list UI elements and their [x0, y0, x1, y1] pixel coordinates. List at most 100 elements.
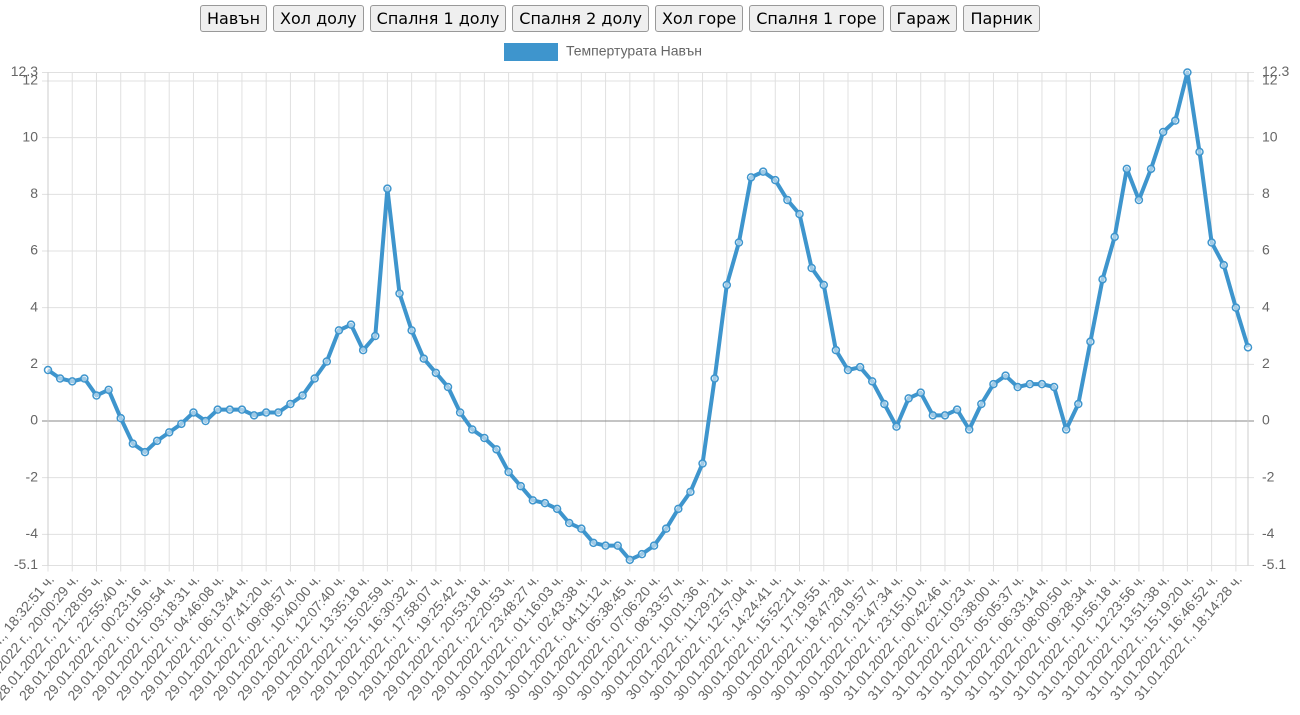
- y-tick-label: 6: [30, 242, 38, 258]
- data-point: [419, 354, 429, 363]
- y2-tick-label: 8: [1262, 185, 1270, 201]
- data-point: [1183, 68, 1192, 77]
- data-point: [661, 524, 671, 533]
- y-tick-label: 4: [30, 298, 38, 314]
- data-point: [189, 408, 198, 417]
- data-point: [1098, 275, 1107, 284]
- data-point: [1086, 337, 1095, 346]
- data-point: [977, 399, 986, 409]
- data-point: [261, 408, 271, 417]
- data-point: [237, 405, 247, 414]
- y-tick-label: -5.1: [14, 556, 38, 572]
- data-point: [201, 416, 210, 426]
- data-point: [1074, 399, 1083, 409]
- sensor-button[interactable]: Навън: [200, 5, 268, 32]
- data-point: [686, 487, 695, 497]
- data-point: [286, 399, 295, 409]
- data-point: [140, 447, 150, 457]
- y-tick-label: 0: [30, 412, 38, 428]
- data-point: [322, 357, 332, 366]
- data-point: [528, 496, 538, 505]
- data-point: [625, 555, 635, 565]
- y2-tick-label: 2: [1262, 355, 1270, 371]
- y2-tick-label: 6: [1262, 242, 1270, 258]
- y-tick-label: 10: [22, 128, 38, 144]
- data-point: [1025, 379, 1035, 389]
- y2-tick-label: 12: [1262, 72, 1278, 88]
- y-tick-label: -4: [26, 525, 39, 541]
- sensor-button[interactable]: Хол горе: [654, 5, 744, 32]
- data-point: [152, 436, 162, 446]
- data-point: [1049, 382, 1059, 392]
- data-point: [225, 405, 235, 414]
- y2-tick-label: -2: [1262, 468, 1275, 484]
- series-line: [46, 70, 1250, 562]
- data-point: [298, 391, 307, 400]
- sensor-button[interactable]: Гараж: [889, 5, 958, 32]
- data-point: [177, 419, 186, 429]
- data-point: [55, 374, 65, 383]
- y-tick-label: 12.3: [11, 63, 38, 79]
- data-point: [819, 280, 829, 290]
- data-point: [892, 422, 901, 431]
- y2-tick-label: -4: [1262, 525, 1275, 541]
- data-point: [310, 374, 319, 383]
- sensor-button[interactable]: Спалня 1 горе: [749, 5, 884, 32]
- data-point: [746, 173, 756, 182]
- data-point: [213, 405, 222, 414]
- sensor-button[interactable]: Хол долу: [273, 5, 364, 32]
- y2-tick-label: -5.1: [1262, 556, 1286, 572]
- data-point: [455, 408, 465, 417]
- data-point: [1110, 232, 1119, 242]
- data-point: [1171, 116, 1180, 125]
- data-point: [67, 377, 77, 386]
- data-point: [964, 425, 974, 434]
- data-point: [867, 377, 877, 386]
- data-point: [492, 445, 501, 454]
- data-point: [855, 362, 865, 372]
- data-point: [249, 411, 259, 420]
- legend-swatch: [504, 43, 558, 61]
- data-point: [92, 391, 101, 400]
- data-point: [164, 428, 174, 437]
- data-point: [431, 368, 441, 378]
- data-point: [674, 504, 683, 514]
- data-point: [807, 263, 816, 273]
- data-point: [358, 345, 368, 355]
- y2-tick-label: 4: [1262, 298, 1270, 314]
- data-point: [758, 167, 768, 176]
- data-point: [1231, 303, 1241, 312]
- button-bar: Навън Хол долу Спалня 1 долу Спалня 2 долу Х…: [200, 5, 1040, 32]
- sensor-button[interactable]: Парник: [963, 5, 1040, 32]
- data-point: [1243, 343, 1253, 352]
- data-point: [722, 280, 732, 290]
- data-point: [783, 195, 792, 205]
- data-point: [116, 413, 125, 423]
- data-point: [916, 388, 925, 397]
- data-point: [1207, 238, 1216, 247]
- data-point: [504, 467, 513, 477]
- data-point: [80, 374, 89, 383]
- data-point: [577, 524, 586, 533]
- sensor-button[interactable]: Спалня 2 долу: [512, 5, 649, 32]
- data-point: [649, 541, 659, 550]
- data-point: [989, 379, 998, 389]
- data-point: [843, 365, 853, 375]
- sensor-button[interactable]: Спалня 1 долу: [369, 5, 507, 32]
- data-point: [1061, 425, 1071, 434]
- y2-tick-label: 10: [1262, 128, 1278, 144]
- data-point: [952, 405, 962, 414]
- y-tick-label: 12: [22, 72, 38, 88]
- data-point: [540, 498, 550, 508]
- y-tick-label: 2: [30, 355, 38, 371]
- data-point: [904, 394, 913, 403]
- data-point: [698, 459, 707, 468]
- data-point: [928, 411, 938, 420]
- data-point: [1037, 379, 1047, 389]
- data-point: [1158, 127, 1168, 137]
- data-point: [480, 433, 489, 443]
- data-point: [552, 504, 562, 514]
- data-point: [334, 326, 344, 335]
